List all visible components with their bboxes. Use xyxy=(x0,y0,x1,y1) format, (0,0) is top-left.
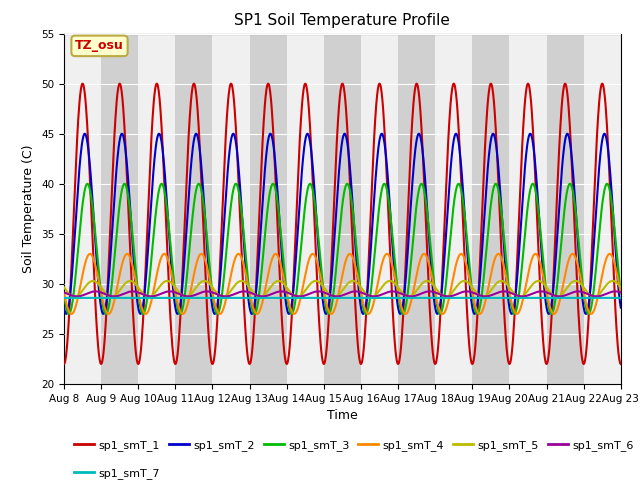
Bar xyxy=(101,34,138,384)
Bar xyxy=(509,34,547,384)
X-axis label: Time: Time xyxy=(327,409,358,422)
Bar xyxy=(361,34,398,384)
Bar xyxy=(472,34,509,384)
Bar xyxy=(287,34,324,384)
Legend: sp1_smT_7: sp1_smT_7 xyxy=(70,464,164,480)
Bar xyxy=(138,34,175,384)
Bar xyxy=(547,34,584,384)
Bar xyxy=(584,34,621,384)
Text: TZ_osu: TZ_osu xyxy=(75,39,124,52)
Bar xyxy=(398,34,435,384)
Bar xyxy=(324,34,361,384)
Bar xyxy=(64,34,101,384)
Y-axis label: Soil Temperature (C): Soil Temperature (C) xyxy=(22,144,35,273)
Bar xyxy=(250,34,287,384)
Title: SP1 Soil Temperature Profile: SP1 Soil Temperature Profile xyxy=(234,13,451,28)
Bar xyxy=(175,34,212,384)
Bar xyxy=(212,34,250,384)
Bar xyxy=(435,34,472,384)
